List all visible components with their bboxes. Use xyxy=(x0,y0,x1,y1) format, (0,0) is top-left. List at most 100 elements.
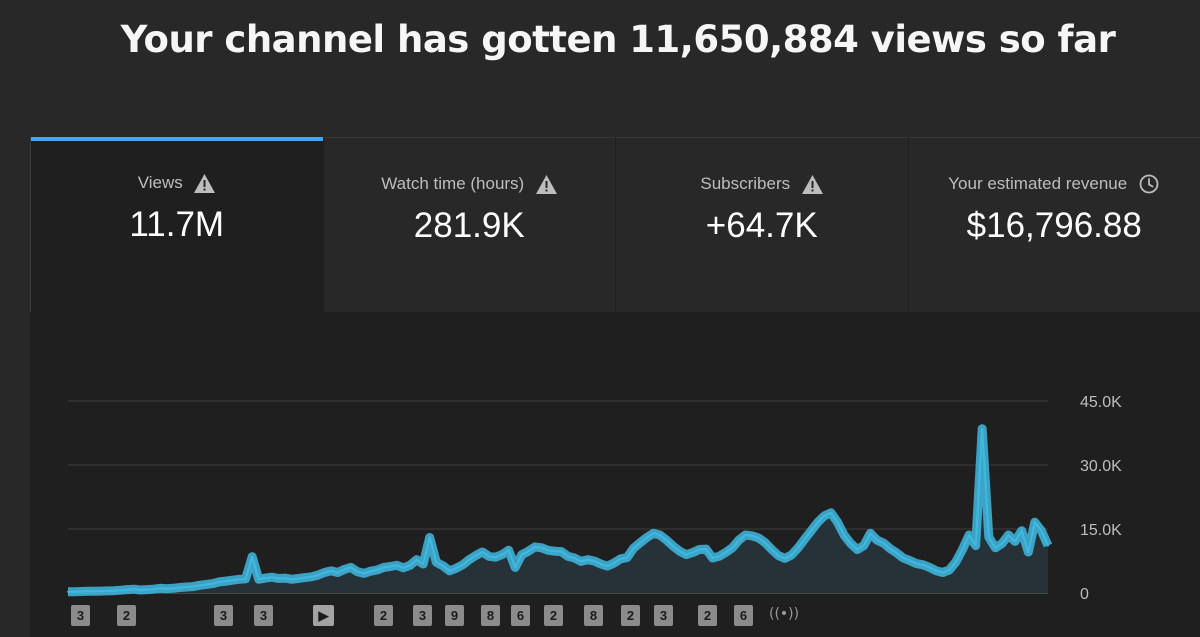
card-label: Subscribers xyxy=(700,174,791,193)
metric-card-views[interactable]: Views 11.7M xyxy=(30,137,323,312)
data-point xyxy=(527,550,530,553)
data-point xyxy=(816,521,819,524)
data-point xyxy=(823,514,826,517)
data-point xyxy=(836,521,839,524)
data-point xyxy=(1027,551,1030,553)
data-point xyxy=(797,546,800,549)
clock-icon[interactable] xyxy=(1138,173,1160,195)
event-marker[interactable]: 2 xyxy=(698,605,717,626)
data-point xyxy=(494,556,497,559)
data-point xyxy=(198,584,201,587)
event-marker[interactable]: 9 xyxy=(445,605,464,626)
data-point xyxy=(790,554,793,556)
y-tick-label: 0 xyxy=(1080,586,1089,603)
data-point xyxy=(86,590,89,593)
event-marker[interactable]: 3 xyxy=(214,605,233,626)
data-point xyxy=(698,548,701,551)
card-label: Your estimated revenue xyxy=(948,174,1128,193)
series-area xyxy=(68,428,1048,593)
event-marker[interactable]: 3 xyxy=(413,605,432,626)
event-marker[interactable]: 6 xyxy=(734,605,753,626)
data-point xyxy=(376,569,379,571)
event-marker[interactable]: 8 xyxy=(584,605,603,626)
play-icon[interactable]: ▶ xyxy=(313,605,334,626)
data-point xyxy=(1007,534,1010,536)
data-point xyxy=(908,559,911,562)
data-point xyxy=(954,560,957,563)
data-point xyxy=(849,542,852,545)
data-point xyxy=(652,532,655,535)
warning-icon[interactable] xyxy=(194,172,216,194)
data-point xyxy=(336,571,339,574)
event-marker[interactable]: 3 xyxy=(71,605,90,626)
data-point xyxy=(435,561,438,564)
data-point xyxy=(428,536,431,539)
event-marker[interactable]: 2 xyxy=(374,605,393,626)
event-marker[interactable]: 3 xyxy=(654,605,673,626)
data-point xyxy=(185,586,188,588)
data-point xyxy=(297,577,300,580)
data-point xyxy=(902,557,905,559)
card-value: 281.9K xyxy=(413,206,525,245)
data-point xyxy=(290,578,293,581)
data-point xyxy=(152,588,155,591)
card-label-row: Subscribers xyxy=(616,173,908,195)
data-point xyxy=(218,580,221,583)
data-point xyxy=(474,554,477,557)
data-point xyxy=(876,539,878,542)
data-point xyxy=(323,571,326,574)
data-point xyxy=(139,589,142,591)
data-point xyxy=(724,551,727,554)
event-marker[interactable]: 6 xyxy=(511,605,530,626)
data-point xyxy=(192,585,194,588)
data-point xyxy=(593,560,596,562)
data-point xyxy=(672,545,675,548)
data-point xyxy=(113,589,115,592)
data-point xyxy=(639,541,642,544)
card-value: $16,796.88 xyxy=(966,206,1142,245)
card-label-row: Watch time (hours) xyxy=(324,173,616,195)
data-point xyxy=(441,564,444,567)
metric-card-subscribers[interactable]: Subscribers +64.7K xyxy=(615,137,908,312)
data-point xyxy=(244,577,247,580)
data-point xyxy=(862,544,865,547)
y-tick-label: 30.0K xyxy=(1080,458,1122,475)
event-marker[interactable]: 2 xyxy=(621,605,640,626)
data-point xyxy=(994,546,997,549)
data-point xyxy=(251,555,254,558)
metric-card-revenue[interactable]: Your estimated revenue $16,796.88 xyxy=(907,137,1200,312)
data-point xyxy=(751,534,753,537)
event-marker[interactable]: 2 xyxy=(544,605,563,626)
data-point xyxy=(685,553,688,556)
data-point xyxy=(356,570,359,573)
data-point xyxy=(159,587,162,590)
data-point xyxy=(645,536,648,539)
page-headline: Your channel has gotten 11,650,884 views… xyxy=(120,18,1116,61)
data-point xyxy=(1014,540,1017,543)
data-point xyxy=(718,555,721,558)
event-marker[interactable]: 3 xyxy=(254,605,273,626)
data-point xyxy=(705,548,707,551)
warning-icon[interactable] xyxy=(535,173,557,195)
data-point xyxy=(586,558,589,561)
data-point xyxy=(487,555,490,558)
event-marker[interactable]: 2 xyxy=(117,605,136,626)
data-point xyxy=(119,589,122,592)
data-point xyxy=(928,566,931,569)
data-point xyxy=(310,575,313,578)
data-point xyxy=(1001,542,1003,545)
event-marker[interactable]: 8 xyxy=(481,605,500,626)
data-point xyxy=(711,557,714,559)
data-point xyxy=(987,536,990,539)
data-point xyxy=(284,577,286,580)
data-point xyxy=(941,571,944,574)
live-icon[interactable]: ((•)) xyxy=(769,606,800,622)
metric-card-watch-time[interactable]: Watch time (hours) 281.9K xyxy=(322,137,616,312)
data-point xyxy=(415,558,418,561)
data-point xyxy=(731,546,734,549)
data-point xyxy=(461,563,464,566)
y-tick-label: 15.0K xyxy=(1080,522,1122,539)
data-point xyxy=(665,539,668,542)
warning-icon[interactable] xyxy=(801,173,823,195)
